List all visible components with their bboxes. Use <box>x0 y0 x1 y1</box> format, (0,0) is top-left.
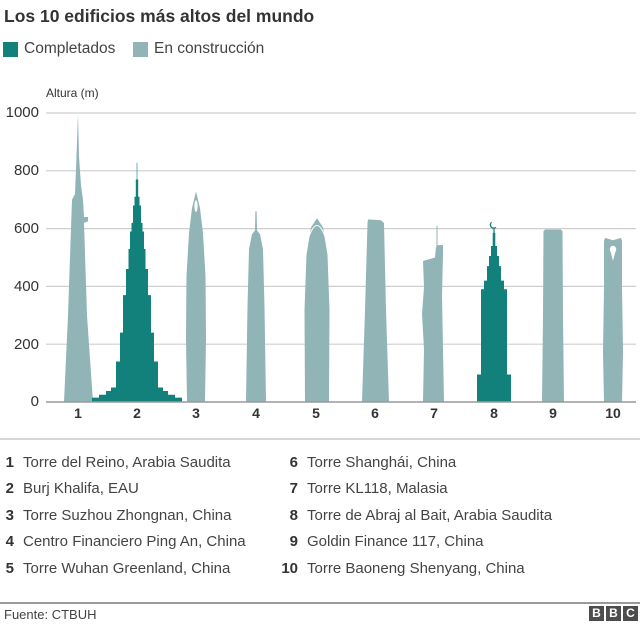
legend-label-construction: En construcción <box>154 40 265 57</box>
building-8 <box>477 228 511 402</box>
bbc-logo-letter: B <box>589 606 604 621</box>
bbc-logo: B B C <box>589 606 638 621</box>
list-item: 2 Burj Khalifa, EAU <box>0 479 246 499</box>
list-item-name: Torre Wuhan Greenland, China <box>23 559 231 577</box>
y-tick-400: 400 <box>13 278 39 295</box>
bbc-logo-letter: B <box>606 606 621 621</box>
building-9 <box>542 229 564 402</box>
x-tick-3: 3 <box>192 405 200 421</box>
list-item-name: Torre Suzhou Zhongnan, China <box>23 506 232 524</box>
completed-swatch-icon <box>3 41 18 57</box>
bbc-logo-letter: C <box>623 606 638 621</box>
source-credit: Fuente: CTBUH <box>4 607 97 622</box>
list-item-name: Goldin Finance 117, China <box>307 533 484 550</box>
y-tick-200: 200 <box>13 336 39 353</box>
x-tick-6: 6 <box>371 405 379 421</box>
legend-label-completed: Completados <box>24 40 116 57</box>
list-item-number: 10 <box>281 559 298 577</box>
y-tick-0: 0 <box>30 393 39 410</box>
list-item-name: Torre KL118, Malasia <box>307 480 448 497</box>
chart-divider <box>0 438 640 440</box>
building-2 <box>92 162 182 402</box>
list-item-name: Burj Khalifa, EAU <box>23 480 139 497</box>
list-item-number: 8 <box>289 506 298 524</box>
list-item-number: 6 <box>289 453 298 471</box>
list-item-number: 1 <box>5 453 14 471</box>
list-item-number: 3 <box>5 506 14 524</box>
crescent-icon <box>489 221 497 229</box>
list-item: 10 Torre Baoneng Shenyang, China <box>276 558 552 578</box>
list-item-name: Torre del Reino, Arabia Saudita <box>23 453 231 471</box>
y-tick-800: 800 <box>13 162 39 179</box>
list-item-name: Torre Baoneng Shenyang, China <box>307 559 525 577</box>
building-1 <box>64 113 93 402</box>
list-item: 7 Torre KL118, Malasia <box>276 479 552 499</box>
list-item-number: 9 <box>289 533 298 550</box>
x-tick-2: 2 <box>133 405 141 421</box>
building-list-col-1: 1 Torre del Reino, Arabia Saudita 2 Burj… <box>0 452 246 578</box>
building-4 <box>246 211 266 402</box>
construction-swatch-icon <box>133 41 148 57</box>
x-tick-7: 7 <box>430 405 438 421</box>
footer-divider <box>0 602 640 604</box>
list-item: 6 Torre Shanghái, China <box>276 452 552 472</box>
building-10-opening-tail <box>610 249 616 261</box>
x-tick-5: 5 <box>312 405 320 421</box>
y-axis-title: Altura (m) <box>46 86 99 100</box>
list-item-name: Centro Financiero Ping An, China <box>23 533 246 550</box>
building-10 <box>603 237 623 402</box>
list-item-name: Torre Shanghái, China <box>307 453 457 471</box>
chart-title: Los 10 edificios más altos del mundo <box>4 6 315 26</box>
x-tick-9: 9 <box>549 405 557 421</box>
list-item: 1 Torre del Reino, Arabia Saudita <box>0 452 246 472</box>
list-item: 5 Torre Wuhan Greenland, China <box>0 558 246 578</box>
building-7 <box>422 225 444 402</box>
list-item: 9 Goldin Finance 117, China <box>276 532 552 552</box>
x-tick-10: 10 <box>605 405 621 421</box>
building-5 <box>304 218 330 402</box>
list-item: 8 Torre de Abraj al Bait, Arabia Saudita <box>276 505 553 525</box>
building-3 <box>186 191 206 402</box>
y-tick-600: 600 <box>13 220 39 237</box>
x-tick-8: 8 <box>490 405 498 421</box>
building-5-crown-detail <box>308 225 326 237</box>
list-item: 4 Centro Financiero Ping An, China <box>0 532 246 552</box>
chart-plot-area <box>46 112 636 403</box>
building-list-col-2: 6 Torre Shanghái, China 7 Torre KL118, M… <box>276 452 552 578</box>
building-6 <box>362 219 389 402</box>
building-3-crown-detail <box>194 200 198 213</box>
list-item-number: 5 <box>5 559 14 577</box>
list-item: 3 Torre Suzhou Zhongnan, China <box>0 505 246 525</box>
list-item-number: 2 <box>5 480 14 497</box>
y-tick-1000: 1000 <box>5 104 39 121</box>
list-item-number: 4 <box>5 533 14 550</box>
x-tick-4: 4 <box>252 405 260 421</box>
legend-completed: Completados <box>3 40 115 58</box>
legend-construction: En construcción <box>133 40 264 58</box>
list-item-name: Torre de Abraj al Bait, Arabia Saudita <box>307 506 553 524</box>
x-tick-1: 1 <box>74 405 82 421</box>
list-item-number: 7 <box>289 480 298 497</box>
